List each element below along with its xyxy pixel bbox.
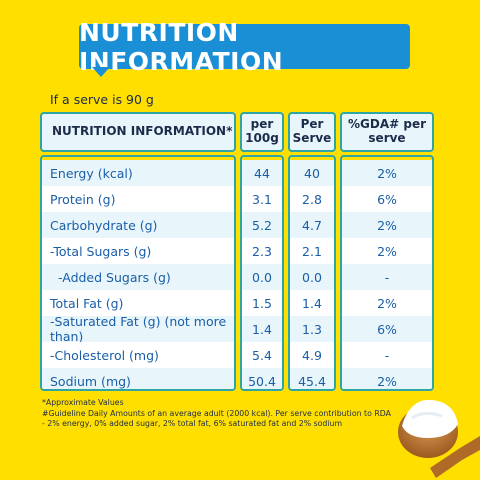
- table-cell-name: Protein (g): [42, 186, 234, 212]
- table-cell-per100: 3.1: [242, 186, 282, 212]
- table-cell-perServe: 2.8: [290, 186, 334, 212]
- table-cell-name: Total Fat (g): [42, 290, 234, 316]
- table-cell-per100: 0.0: [242, 264, 282, 290]
- table-cell-name: Energy (kcal): [42, 160, 234, 186]
- footnote-gda: #Guideline Daily Amounts of an average a…: [42, 408, 391, 429]
- column-per-serve: 40 2.8 4.7 2.1 0.0 1.4 1.3 4.9 45.4: [288, 155, 336, 391]
- header-per-100g: per 100g: [240, 112, 284, 152]
- table-cell-gda: 6%: [342, 316, 432, 342]
- header-nutrition-info: NUTRITION INFORMATION*: [40, 112, 236, 152]
- table-cell-gda: 2%: [342, 290, 432, 316]
- page-title: NUTRITION INFORMATION: [79, 18, 410, 76]
- table-cell-perServe: 1.3: [290, 316, 334, 342]
- table-cell-gda: -: [342, 264, 432, 290]
- table-cell-gda: 2%: [342, 160, 432, 186]
- table-cell-per100: 1.4: [242, 316, 282, 342]
- table-cell-per100: 5.2: [242, 212, 282, 238]
- table-cell-gda: 2%: [342, 238, 432, 264]
- table-cell-per100: 1.5: [242, 290, 282, 316]
- column-nutrient-names: Energy (kcal) Protein (g) Carbohydrate (g)…: [40, 155, 236, 391]
- table-cell-per100: 5.4: [242, 342, 282, 368]
- table-cell-name: Carbohydrate (g): [42, 212, 234, 238]
- serve-size-note: If a serve is 90 g: [50, 92, 154, 107]
- header-gda: %GDA# per serve: [340, 112, 434, 152]
- table-cell-name: -Total Sugars (g): [42, 238, 234, 264]
- table-cell-perServe: 45.4: [290, 368, 334, 389]
- table-cell-perServe: 2.1: [290, 238, 334, 264]
- table-cell-name: Sodium (mg): [42, 368, 234, 389]
- table-cell-per100: 50.4: [242, 368, 282, 389]
- table-cell-perServe: 1.4: [290, 290, 334, 316]
- table-cell-perServe: 4.9: [290, 342, 334, 368]
- footnotes: *Approximate Values #Guideline Daily Amo…: [42, 398, 392, 430]
- column-gda: 2% 6% 2% 2% -2% 6% -2%: [340, 155, 434, 391]
- table-cell-perServe: 40: [290, 160, 334, 186]
- spoon-with-yogurt-icon: [390, 388, 480, 480]
- banner-tail: [92, 67, 110, 77]
- table-cell-gda: 6%: [342, 186, 432, 212]
- column-per-100g: 44 3.1 5.2 2.3 0.0 1.5 1.4 5.4 50.4: [240, 155, 284, 391]
- table-cell-gda: -: [342, 342, 432, 368]
- table-cell-name: -Saturated Fat (g) (not more than): [42, 314, 234, 344]
- table-cell-perServe: 4.7: [290, 212, 334, 238]
- table-cell-gda: 2%: [342, 212, 432, 238]
- footnote-approx: *Approximate Values: [42, 398, 124, 407]
- table-cell-name: -Added Sugars (g): [42, 264, 234, 290]
- table-cell-perServe: 0.0: [290, 264, 334, 290]
- table-cell-per100: 2.3: [242, 238, 282, 264]
- table-cell-gda: 2%: [342, 368, 432, 389]
- table-cell-name: -Cholesterol (mg): [42, 342, 234, 368]
- table-cell-per100: 44: [242, 160, 282, 186]
- header-per-serve: Per Serve: [288, 112, 336, 152]
